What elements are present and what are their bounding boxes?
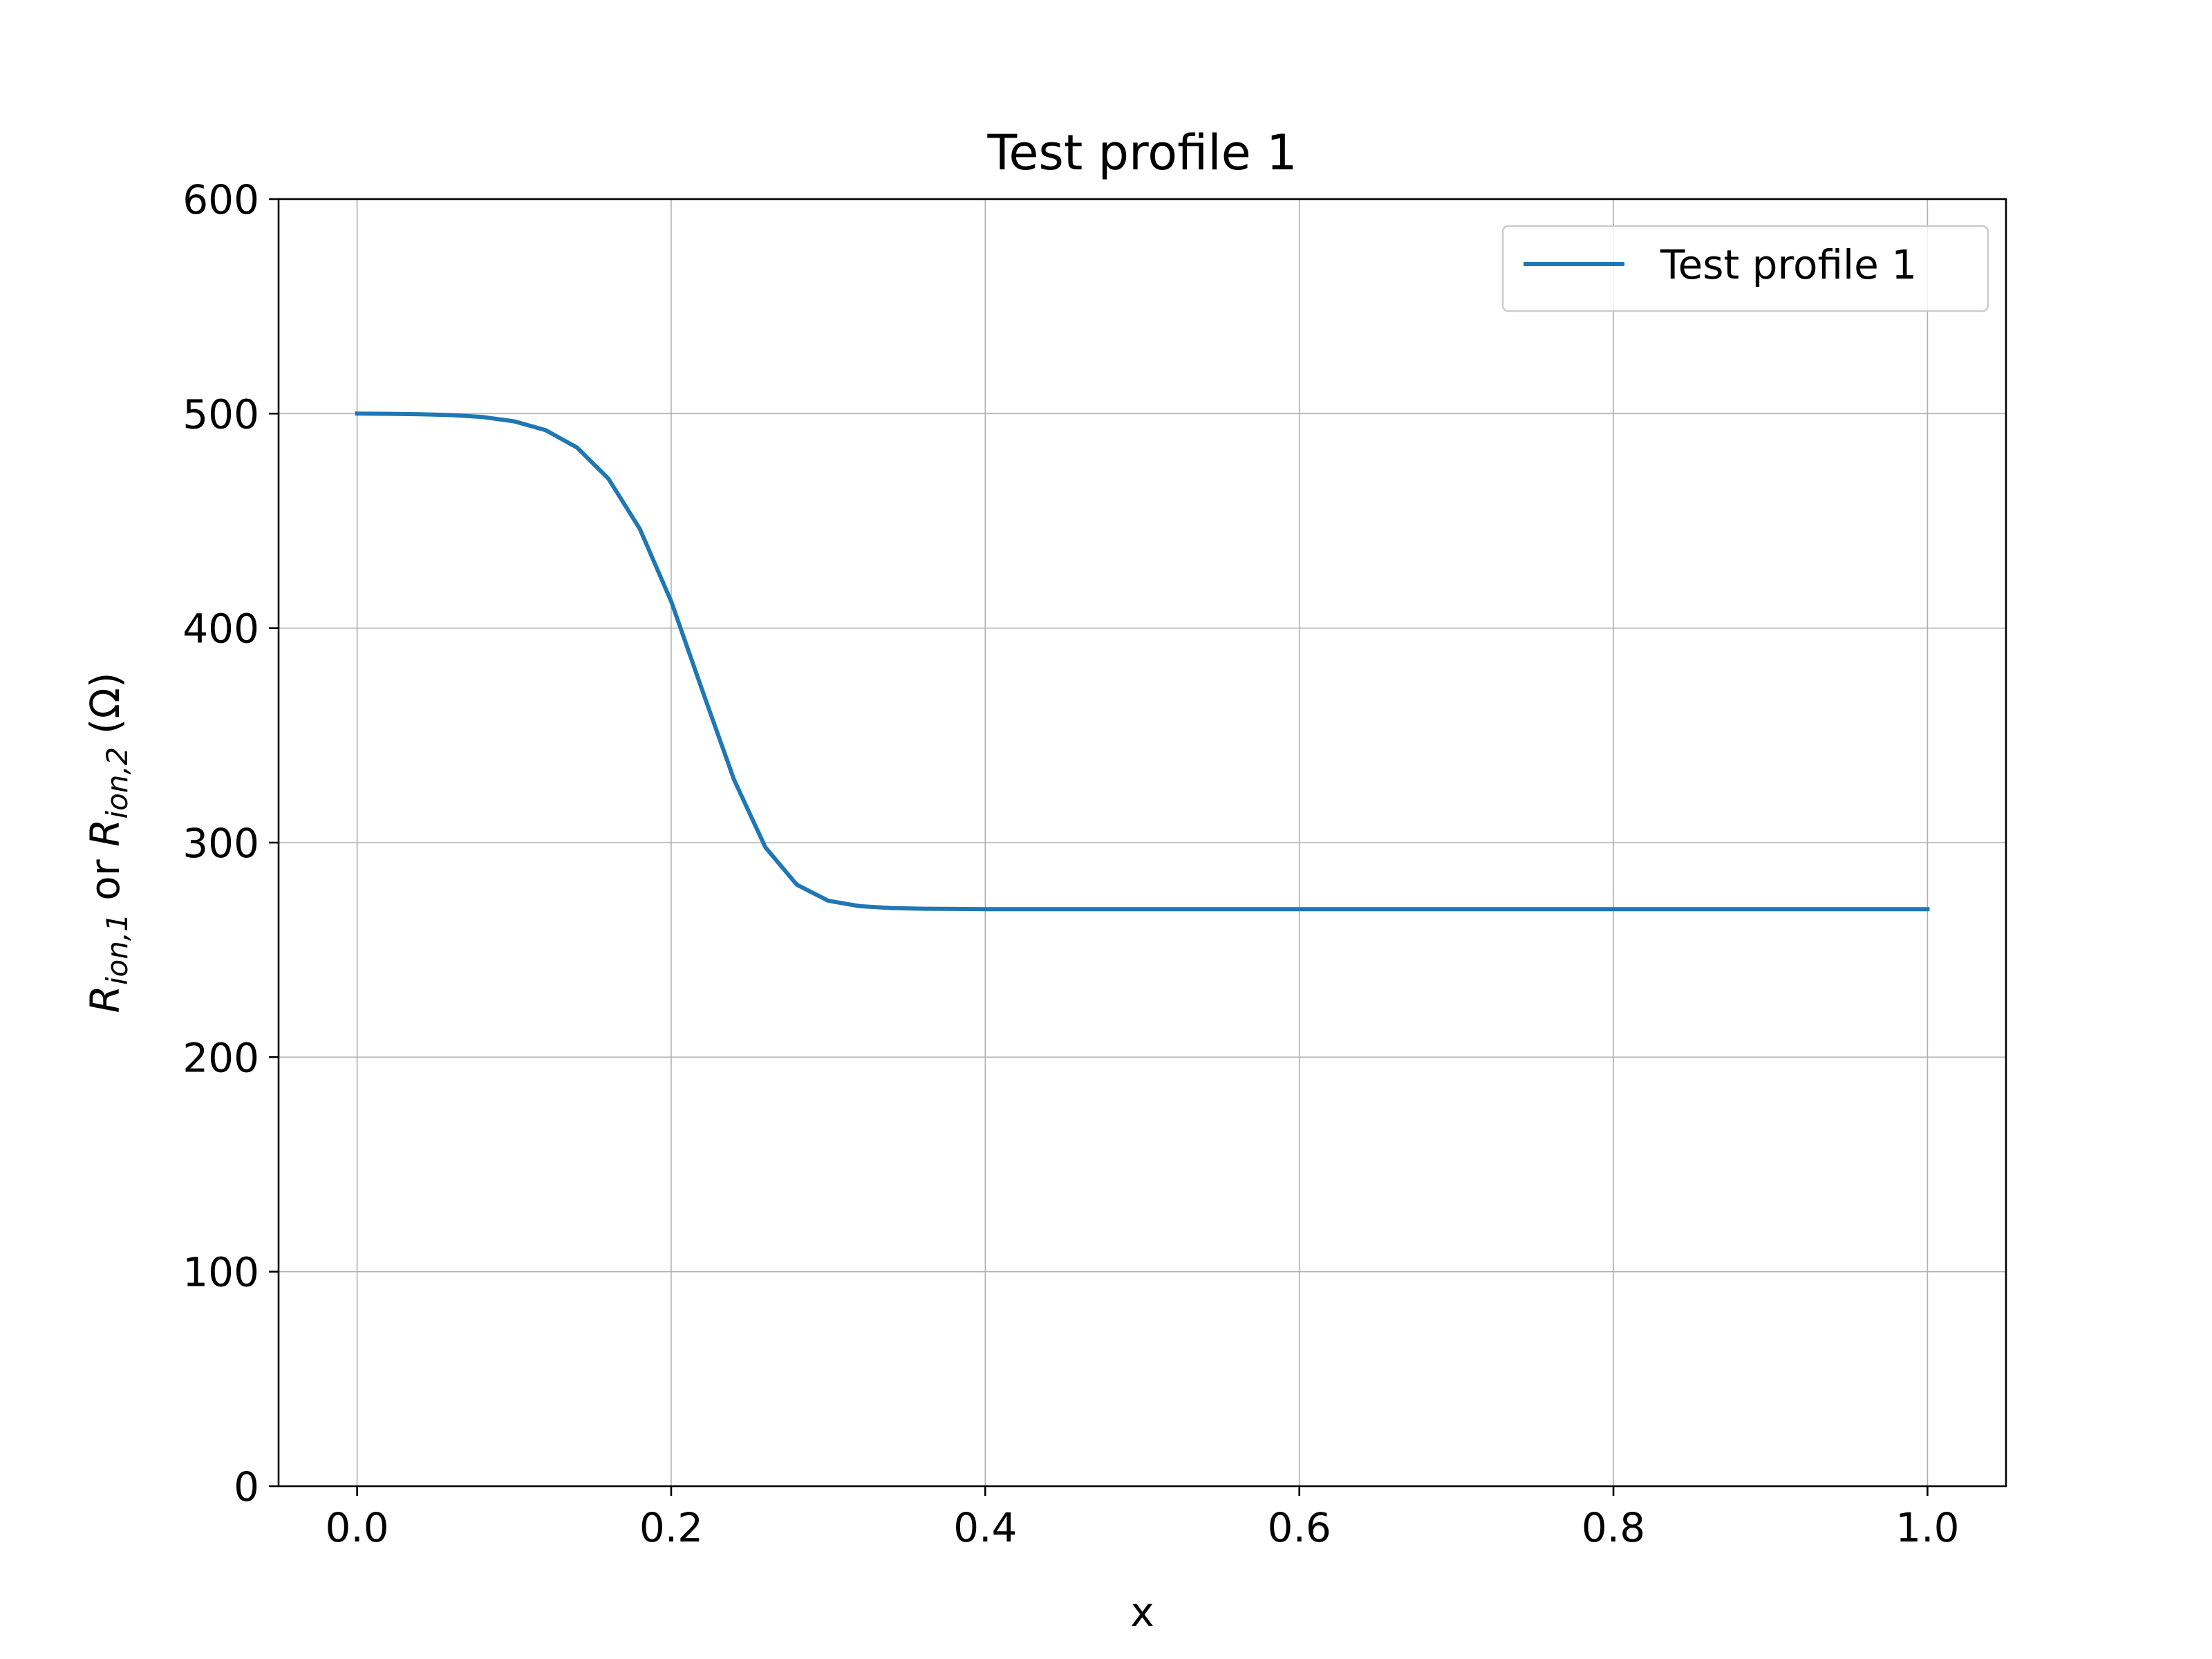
y-axis-title-part-0: R xyxy=(82,985,129,1013)
ticks: 0.0 0.2 0.4 0.6 0.8 1.0 0 100 200 300 400 500 600 xyxy=(182,176,1959,1551)
x-axis-title: x xyxy=(1130,1588,1154,1635)
legend-box xyxy=(1501,225,1989,312)
legend: Test profile 1 xyxy=(1501,225,1989,312)
y-axis-title-part-3: R xyxy=(82,819,129,847)
series-layer xyxy=(355,411,1930,912)
y-tick-label-2: 200 xyxy=(182,1034,259,1081)
y-axis-title-part-5: (Ω) xyxy=(82,673,129,747)
grid xyxy=(279,198,2006,1487)
y-tick-label-3: 300 xyxy=(182,820,259,867)
y-axis-title-part-2: or xyxy=(82,847,129,913)
series-line-0 xyxy=(355,411,1930,912)
x-tick-label-0: 0.0 xyxy=(325,1504,388,1551)
x-tick-label-5: 1.0 xyxy=(1895,1504,1959,1551)
y-tick-label-1: 100 xyxy=(182,1249,259,1296)
x-tick-label-4: 0.8 xyxy=(1582,1504,1645,1551)
y-axis-title-part-1: ion,1 xyxy=(100,913,134,985)
x-tick-label-1: 0.2 xyxy=(639,1504,703,1551)
y-tick-label-6: 600 xyxy=(182,176,259,223)
x-tick-label-3: 0.6 xyxy=(1268,1504,1331,1551)
x-tick-label-2: 0.4 xyxy=(953,1504,1017,1551)
legend-label: Test profile 1 xyxy=(1660,241,1917,288)
chart-title: Test profile 1 xyxy=(987,124,1297,181)
y-axis-title: Rion,1 or Rion,2 (Ω) xyxy=(82,673,134,1013)
y-tick-label-0: 0 xyxy=(234,1463,259,1510)
y-axis-title-part-4: ion,2 xyxy=(100,747,134,819)
y-tick-label-4: 400 xyxy=(182,606,259,653)
y-tick-label-5: 500 xyxy=(182,391,259,438)
